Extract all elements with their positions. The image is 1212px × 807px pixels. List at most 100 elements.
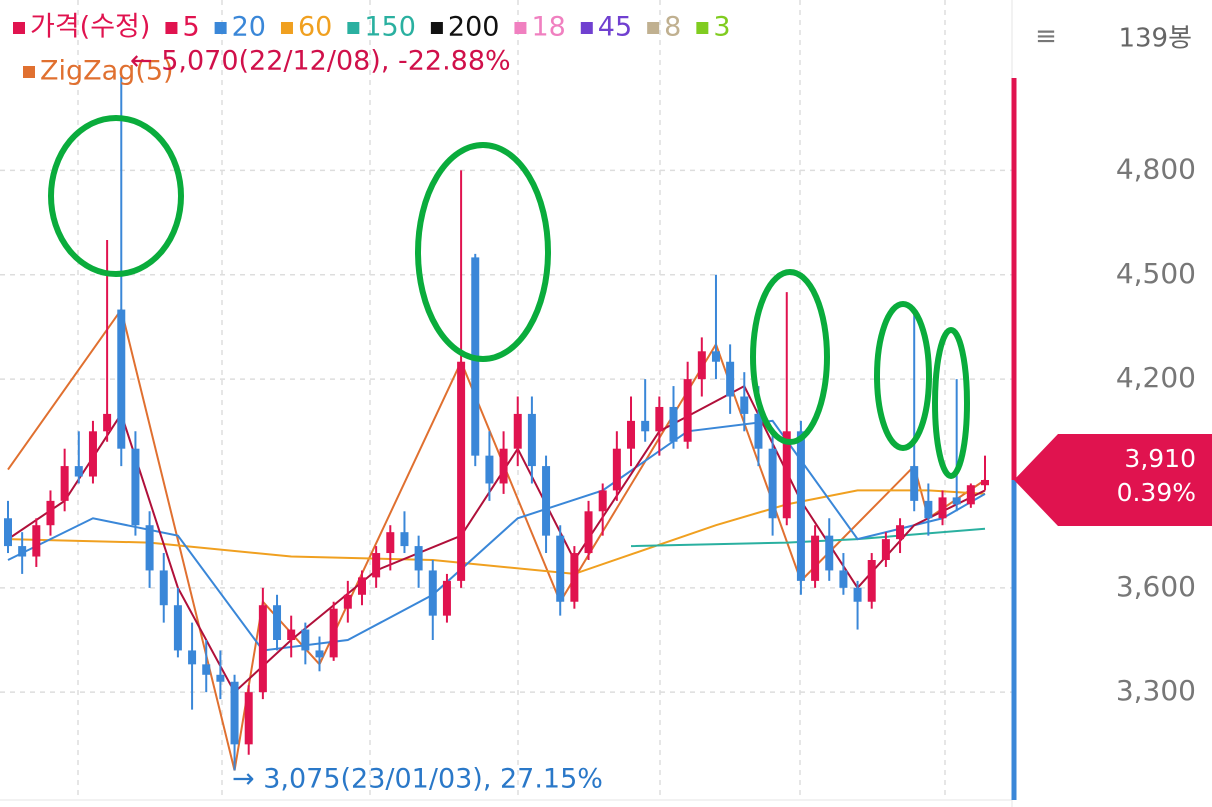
- legend-swatch: [647, 22, 660, 34]
- y-tick-label: 3,600: [1116, 570, 1196, 603]
- candle-body: [697, 351, 706, 380]
- menu-icon[interactable]: ≡: [1035, 22, 1057, 52]
- candle-body: [542, 466, 551, 536]
- candle-body: [4, 518, 12, 547]
- candle-body: [584, 511, 593, 554]
- candle-body: [570, 553, 579, 602]
- indicator-line: [7, 419, 986, 652]
- candle-body: [896, 525, 905, 540]
- legend-label: 45: [598, 12, 632, 43]
- candle-body: [386, 532, 395, 554]
- candle-body: [258, 605, 267, 693]
- axis-panel: [1012, 0, 1212, 807]
- candle-body: [145, 525, 154, 571]
- candle-body: [216, 674, 225, 682]
- candle-body: [315, 650, 324, 658]
- candle-body: [414, 546, 423, 571]
- candle-body: [400, 532, 409, 547]
- legend-label: 20: [232, 12, 266, 43]
- candle-body: [202, 664, 211, 675]
- candle-body: [612, 448, 621, 491]
- candle-body: [655, 406, 664, 432]
- candle-body: [173, 605, 182, 651]
- candle-body: [853, 587, 862, 602]
- indicator-line: [630, 527, 986, 548]
- candle-body: [117, 309, 126, 449]
- candle-body: [782, 431, 791, 519]
- change-label: 0.39%: [1117, 478, 1196, 507]
- candle-body: [867, 560, 876, 602]
- highlight: [48, 115, 184, 277]
- candle-body: [188, 650, 197, 665]
- candle-body: [881, 539, 890, 560]
- candle-body: [839, 570, 848, 588]
- legend-label: 60: [298, 12, 332, 43]
- vertical-grid: [77, 0, 946, 800]
- legend-swatch: [430, 22, 443, 34]
- candle-body: [485, 455, 494, 484]
- legend-swatch: [165, 22, 178, 34]
- candle-body: [825, 535, 834, 571]
- y-tick-label: 4,800: [1116, 152, 1196, 185]
- price-tag: [1014, 434, 1212, 526]
- legend-swatch: [280, 22, 293, 34]
- legend-swatch: [580, 22, 593, 34]
- annotation: → 3,075(23/01/03), 27.15%: [232, 764, 603, 795]
- legend-swatch: [514, 22, 527, 34]
- legend-swatch: [696, 22, 709, 34]
- y-tick-label: 3,300: [1116, 674, 1196, 707]
- candle-body: [428, 570, 437, 616]
- highlight: [932, 327, 970, 479]
- highlight: [415, 142, 551, 362]
- candle-body: [754, 413, 763, 449]
- legend-label: 18: [531, 12, 565, 43]
- candle-body: [103, 413, 112, 432]
- candle-body: [499, 448, 508, 484]
- candle-body: [527, 413, 536, 467]
- candle-body: [32, 525, 41, 557]
- candle-body: [952, 497, 961, 505]
- candle-body: [287, 629, 296, 640]
- legend-swatch: [23, 66, 35, 78]
- candle-body: [726, 361, 735, 397]
- candle-body: [598, 490, 607, 512]
- candle-body: [796, 431, 805, 581]
- candle-body: [711, 351, 720, 362]
- candle-body: [513, 413, 522, 449]
- candle-body: [740, 396, 749, 414]
- candle-body: [343, 594, 352, 609]
- candle-body: [981, 480, 989, 486]
- candle-body: [273, 605, 282, 640]
- legend-swatch: [13, 22, 25, 34]
- candles: [4, 76, 989, 771]
- candle-body: [46, 500, 55, 526]
- y-tick-label: 4,200: [1116, 361, 1196, 394]
- candle-body: [230, 681, 239, 745]
- legend-label: 8: [664, 12, 681, 43]
- candle-body: [457, 361, 466, 581]
- candle-body: [910, 466, 919, 501]
- legend-swatch: [347, 22, 360, 34]
- candle-body: [768, 448, 777, 519]
- bar-count: 139봉: [1118, 24, 1192, 54]
- candle-body: [811, 535, 820, 581]
- candle-body: [357, 577, 366, 595]
- candle-body: [18, 546, 27, 557]
- candle-body: [244, 692, 253, 745]
- candle-body: [131, 448, 140, 526]
- candle-body: [159, 570, 168, 606]
- candle-body: [329, 608, 338, 658]
- legend: 가격(수정) 5 20 60 150 200 18 45 8 3 ZigZag(5): [13, 12, 731, 87]
- legend-swatch: [214, 22, 227, 34]
- candle-body: [556, 535, 565, 602]
- y-tick-label: 4,500: [1116, 257, 1196, 290]
- highlight: [750, 269, 830, 445]
- legend-label: ZigZag(5): [40, 56, 174, 87]
- candle-body: [938, 497, 947, 519]
- candle-body: [442, 580, 451, 616]
- candle-body: [88, 431, 97, 477]
- candle-body: [641, 420, 650, 432]
- legend-label: 200: [448, 12, 500, 43]
